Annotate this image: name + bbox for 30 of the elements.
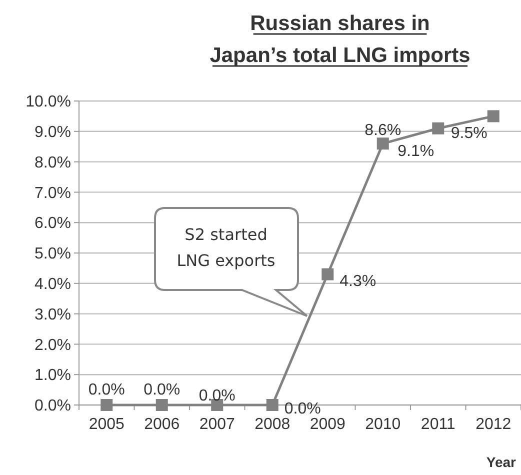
data-label: 0.0% bbox=[284, 400, 321, 418]
y-tick-label: 2.0% bbox=[34, 336, 71, 354]
x-tick-label: 2005 bbox=[88, 416, 125, 433]
y-tick-label: 7.0% bbox=[34, 184, 71, 202]
y-tick-label: 5.0% bbox=[34, 246, 71, 263]
y-tick-label: 0.0% bbox=[34, 398, 71, 415]
data-label: 0.0% bbox=[198, 388, 236, 405]
x-tick-label: 2009 bbox=[310, 416, 346, 433]
x-tick-label: 2006 bbox=[144, 416, 180, 433]
x-tick-label: 2010 bbox=[365, 416, 401, 433]
data-label: 0.0% bbox=[88, 382, 125, 399]
y-tick-label: 1.0% bbox=[34, 367, 71, 384]
data-label: 9.1% bbox=[398, 142, 434, 160]
data-label: 9.5% bbox=[450, 124, 488, 142]
annotation: S2 started LNG exports bbox=[176, 225, 276, 270]
x-tick-label: 2012 bbox=[476, 416, 512, 433]
data-label: 4.3% bbox=[340, 272, 376, 290]
y-tick-label: 10.0% bbox=[26, 94, 71, 111]
y-tick-label: 8.0% bbox=[34, 154, 71, 172]
data-label: 0.0% bbox=[144, 382, 180, 399]
chart-title: Russian shares in Japan’s total LNG imports bbox=[210, 12, 470, 67]
x-axis-title: Year bbox=[486, 454, 517, 470]
y-tick-label: 3.0% bbox=[34, 306, 71, 324]
y-tick-label: 4.0% bbox=[34, 276, 71, 293]
y-tick-label: 6.0% bbox=[34, 215, 71, 232]
data-label: 8.6% bbox=[364, 122, 402, 140]
y-tick-label: 9.0% bbox=[34, 124, 71, 141]
x-tick-label: 2007 bbox=[199, 416, 236, 433]
x-tick-label: 2011 bbox=[420, 416, 456, 433]
x-tick-label: 2008 bbox=[254, 416, 290, 433]
